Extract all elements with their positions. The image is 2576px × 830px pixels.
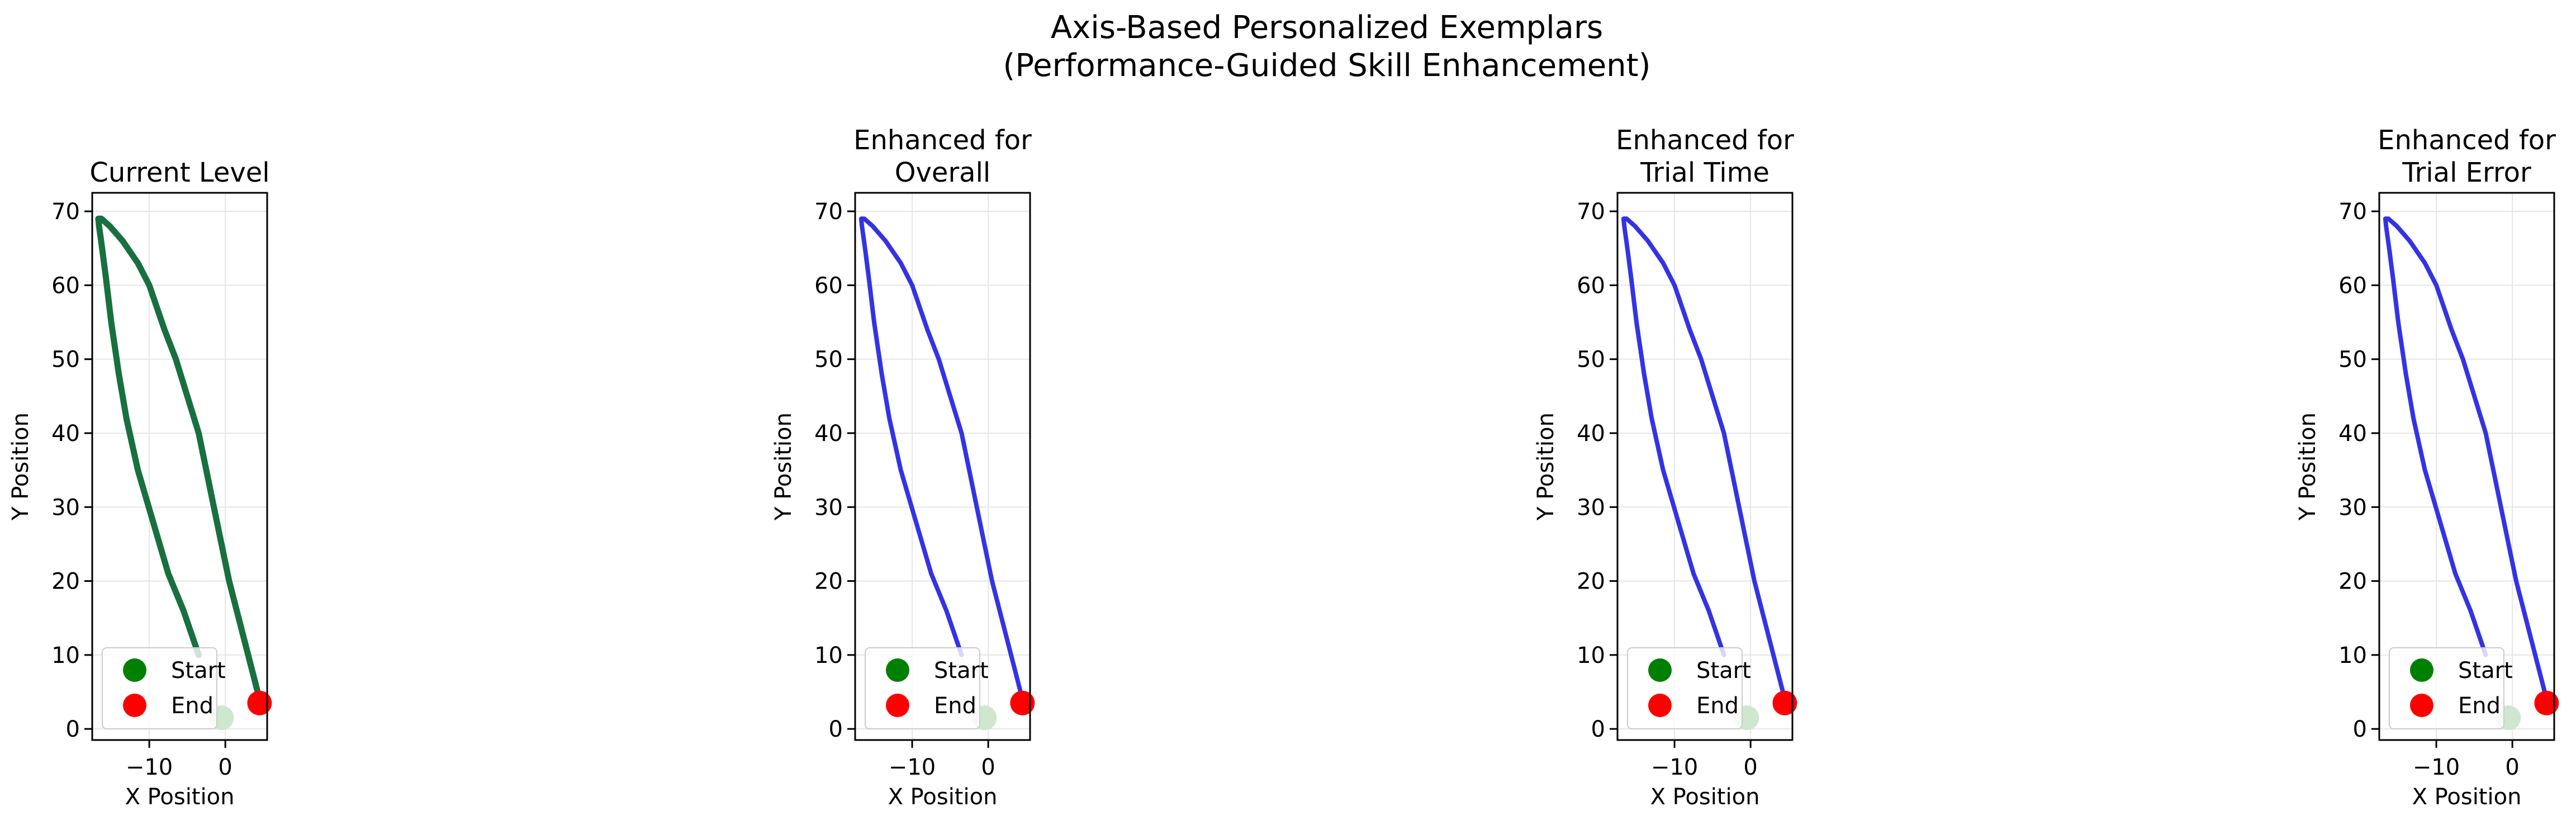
subplot-title: Trial Time: [1640, 157, 1769, 188]
figure-title-line2: (Performance-Guided Skill Enhancement): [1003, 48, 1651, 84]
legend: Start End: [1627, 647, 1751, 729]
x-tick-label: −10: [1651, 755, 1698, 780]
legend-end-marker: [886, 694, 909, 717]
x-axis-label: X Position: [888, 784, 998, 810]
legend-end-marker: [1648, 694, 1672, 717]
subplot-title: Enhanced for: [853, 125, 1032, 156]
legend-start-label: Start: [934, 658, 989, 684]
subplot-1: −10 0 0 10 20 30 40 50 60 70 X Position Y Position C…: [8, 157, 272, 810]
x-axis-label: X Position: [125, 784, 235, 810]
end-point-marker: [1010, 690, 1035, 715]
x-axis-label: X Position: [1650, 784, 1760, 810]
y-tick-label: 20: [814, 569, 843, 595]
legend-end-label: End: [1696, 693, 1739, 719]
end-point-marker: [2534, 690, 2559, 715]
x-tick-label: −10: [2413, 755, 2460, 780]
end-point-marker: [247, 690, 272, 715]
y-tick-label: 70: [2338, 199, 2367, 225]
axes-frame: [854, 192, 1031, 741]
axes-frame: [2378, 192, 2555, 741]
y-tick-label: 70: [814, 199, 843, 225]
subplot-title: Enhanced for: [1616, 125, 1794, 156]
y-tick-label: 20: [1577, 569, 1605, 595]
y-tick-label: 30: [2338, 495, 2367, 520]
y-axis-label: Y Position: [8, 412, 34, 521]
y-tick-label: 0: [66, 717, 80, 742]
x-tick-label: 0: [218, 755, 232, 780]
y-tick-label: 50: [2338, 347, 2367, 373]
legend-end-marker: [2410, 694, 2433, 717]
y-tick-label: 70: [51, 199, 80, 225]
y-tick-label: 30: [1577, 495, 1605, 520]
y-axis-label: Y Position: [771, 412, 796, 521]
y-tick-label: 40: [1577, 421, 1605, 447]
x-tick-label: 0: [1743, 755, 1757, 780]
y-tick-label: 0: [2353, 717, 2367, 742]
trajectory-line: [2383, 216, 2549, 702]
y-tick-label: 60: [51, 273, 80, 298]
end-point-marker: [1772, 690, 1797, 715]
subplot-title: Current Level: [89, 157, 269, 188]
subplot-4: −10 0 0 10 20 30 40 50 60 70 X Position Y Position E…: [2295, 125, 2559, 810]
y-axis-label: Y Position: [1533, 412, 1559, 521]
legend-start-marker: [123, 658, 146, 682]
y-tick-label: 40: [2338, 421, 2367, 447]
y-tick-label: 40: [51, 421, 80, 447]
y-tick-label: 60: [814, 273, 843, 298]
y-tick-label: 40: [814, 421, 843, 447]
y-tick-label: 50: [1577, 347, 1605, 373]
subplot-2: −10 0 0 10 20 30 40 50 60 70 X Position Y Position E…: [771, 125, 1035, 810]
y-axis-label: Y Position: [2295, 412, 2321, 521]
y-tick-label: 10: [814, 643, 843, 668]
legend-start-label: Start: [2458, 658, 2513, 684]
x-axis-label: X Position: [2412, 784, 2522, 810]
y-tick-label: 10: [51, 643, 80, 668]
legend-start-label: Start: [171, 658, 226, 684]
legend: Start End: [102, 647, 226, 729]
x-tick-label: 0: [2505, 755, 2519, 780]
y-tick-label: 0: [1591, 717, 1605, 742]
y-tick-label: 60: [1577, 273, 1605, 298]
legend-end-label: End: [171, 693, 214, 719]
y-tick-label: 10: [2338, 643, 2367, 668]
x-tick-label: −10: [126, 755, 173, 780]
subplot-title: Overall: [895, 157, 991, 188]
y-tick-label: 10: [1577, 643, 1605, 668]
legend: Start End: [865, 647, 989, 729]
y-tick-label: 70: [1577, 199, 1605, 225]
axes-frame: [91, 192, 268, 741]
x-tick-label: −10: [889, 755, 936, 780]
trajectory-line: [1621, 216, 1787, 702]
figure-title-line1: Axis-Based Personalized Exemplars: [1051, 10, 1603, 46]
y-tick-label: 60: [2338, 273, 2367, 298]
legend-end-marker: [123, 694, 146, 717]
y-tick-label: 0: [829, 717, 843, 742]
legend-end-label: End: [2458, 693, 2501, 719]
y-tick-label: 20: [2338, 569, 2367, 595]
subplot-title: Trial Error: [2402, 157, 2531, 188]
subplot-3: −10 0 0 10 20 30 40 50 60 70 X Position Y Position E…: [1533, 125, 1797, 810]
legend-start-label: Start: [1696, 658, 1751, 684]
y-tick-label: 50: [814, 347, 843, 373]
x-tick-label: 0: [981, 755, 995, 780]
legend-end-label: End: [934, 693, 976, 719]
legend-start-marker: [2410, 658, 2433, 682]
trajectory-line: [858, 216, 1025, 702]
y-tick-label: 50: [51, 347, 80, 373]
y-tick-label: 20: [51, 569, 80, 595]
legend: Start End: [2389, 647, 2513, 729]
legend-start-marker: [1648, 658, 1672, 682]
subplot-title: Enhanced for: [2378, 125, 2556, 156]
legend-start-marker: [886, 658, 909, 682]
y-tick-label: 30: [51, 495, 80, 520]
y-tick-label: 30: [814, 495, 843, 520]
axes-frame: [1616, 192, 1794, 741]
panels: −10 0 0 10 20 30 40 50 60 70 X Position Y Position C…: [8, 125, 2559, 810]
trajectory-line: [95, 215, 263, 703]
